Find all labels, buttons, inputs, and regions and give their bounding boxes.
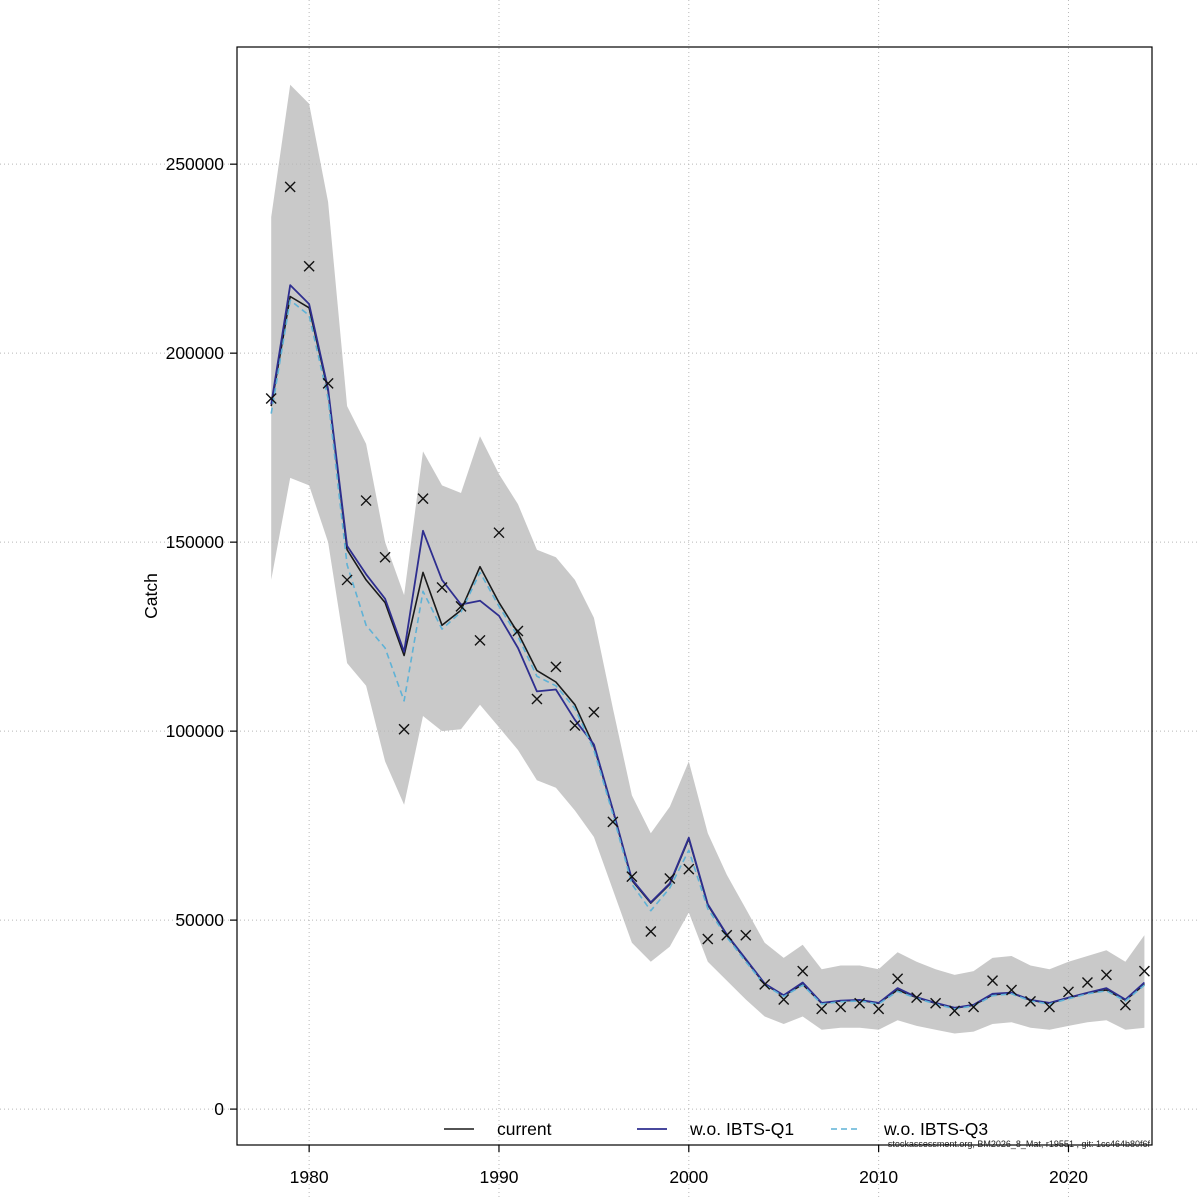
observed-marker: [493, 527, 505, 539]
observed-marker: [303, 260, 315, 272]
y-axis-tick-label: 150000: [166, 532, 225, 552]
observed-marker: [873, 1003, 885, 1015]
y-axis-tick-label: 250000: [166, 154, 225, 174]
observed-marker: [1081, 976, 1093, 988]
observed-marker: [892, 973, 904, 985]
observed-marker: [607, 816, 619, 828]
observed-marker: [1062, 986, 1074, 998]
observed-marker: [550, 661, 562, 673]
legend-label: current: [497, 1119, 552, 1139]
observed-marker: [474, 634, 486, 646]
observed-marker: [360, 495, 372, 507]
observed-marker: [835, 1001, 847, 1013]
observed-marker: [569, 719, 581, 731]
series-line-w-o-ibts-q1: [270, 284, 1146, 1009]
observed-marker: [1043, 1001, 1055, 1013]
observed-marker: [968, 1001, 980, 1013]
observed-marker: [797, 965, 809, 977]
observed-marker: [645, 925, 657, 937]
observed-marker: [778, 993, 790, 1005]
observed-marker: [987, 975, 999, 987]
y-axis-tick-label: 50000: [175, 910, 224, 930]
footer-note: stockassessment.org, BM2026_8_Mat, r1955…: [887, 1139, 1150, 1149]
y-axis-tick-label: 100000: [166, 721, 225, 741]
observed-marker: [1025, 995, 1037, 1007]
y-axis-tick-label: 200000: [166, 343, 225, 363]
observed-marker: [1100, 969, 1112, 981]
observed-marker: [398, 723, 410, 735]
x-axis-tick-label: 1990: [480, 1167, 519, 1187]
observed-marker: [455, 600, 467, 612]
observed-marker: [531, 693, 543, 705]
x-axis-tick-label: 2020: [1049, 1167, 1088, 1187]
observed-marker: [683, 863, 695, 875]
x-axis-tick-label: 2000: [669, 1167, 708, 1187]
confidence-band: [271, 84, 1145, 1034]
legend-label: w.o. IBTS-Q1: [689, 1119, 794, 1139]
observed-marker: [436, 582, 448, 593]
observed-marker: [626, 871, 638, 883]
legend-label: w.o. IBTS-Q3: [883, 1119, 988, 1139]
y-axis-tick-label: 0: [214, 1099, 224, 1119]
observed-marker: [759, 978, 771, 990]
observed-marker: [588, 706, 600, 718]
observed-marker: [949, 1005, 961, 1017]
observed-marker: [265, 393, 277, 405]
observed-marker: [664, 873, 676, 885]
observed-marker: [816, 1003, 828, 1015]
observed-marker: [322, 377, 334, 389]
x-axis-tick-label: 2010: [859, 1167, 898, 1187]
observed-marker: [1119, 999, 1131, 1011]
plot-box: [236, 46, 1153, 1146]
observed-marker: [911, 992, 923, 1004]
observed-marker: [930, 997, 942, 1009]
observed-marker: [284, 181, 296, 193]
observed-marker: [512, 625, 524, 637]
observed-marker: [1138, 965, 1150, 977]
x-axis-tick-label: 1980: [290, 1167, 329, 1187]
observed-marker: [740, 929, 752, 941]
series-line-w-o-ibts-q3: [270, 299, 1145, 1010]
observed-marker: [721, 929, 733, 941]
y-axis-label: Catch: [141, 573, 161, 619]
observed-marker: [1006, 984, 1018, 996]
observed-marker: [417, 493, 429, 505]
observed-marker: [702, 933, 714, 945]
observed-marker: [854, 997, 866, 1009]
observed-marker: [379, 551, 391, 563]
observed-marker: [341, 574, 353, 586]
